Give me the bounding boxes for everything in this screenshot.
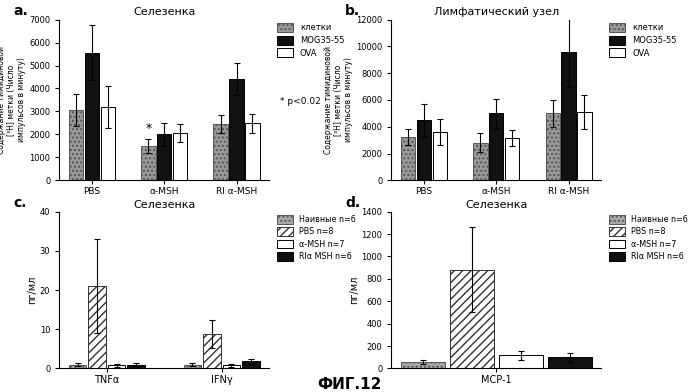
Bar — [222, 365, 240, 368]
Bar — [141, 146, 155, 180]
Bar — [69, 365, 87, 368]
Bar — [473, 143, 487, 180]
Y-axis label: Содержание тимидиновой
[³H] метки (Число
импульсов в минуту): Содержание тимидиновой [³H] метки (Число… — [0, 46, 27, 154]
Bar — [242, 361, 259, 368]
Text: b.: b. — [345, 4, 361, 18]
Text: c.: c. — [13, 196, 27, 210]
Legend: Наивные n=6, PBS n=8, α-MSH n=7, RIα MSH n=6: Наивные n=6, PBS n=8, α-MSH n=7, RIα MSH… — [605, 212, 691, 264]
Text: * p<0.02: * p<0.02 — [280, 97, 320, 106]
Title: Селезенка: Селезенка — [465, 200, 528, 209]
Bar — [127, 365, 145, 368]
Bar — [498, 355, 542, 368]
Bar — [101, 107, 115, 180]
Y-axis label: пг/мл: пг/мл — [27, 276, 37, 304]
Bar — [213, 124, 228, 180]
Bar — [433, 132, 447, 180]
Bar — [85, 53, 99, 180]
Bar — [401, 362, 445, 368]
Bar — [545, 113, 560, 180]
Bar — [577, 112, 591, 180]
Bar — [108, 365, 125, 368]
Bar — [229, 79, 244, 180]
Bar — [561, 52, 576, 180]
Bar — [245, 123, 259, 180]
Y-axis label: Содержание тимидиновой
[³H] метки (Число
импульсов в минуту): Содержание тимидиновой [³H] метки (Число… — [324, 46, 354, 154]
Legend: клетки, MOG35-55, OVA: клетки, MOG35-55, OVA — [273, 20, 348, 61]
Bar — [184, 365, 201, 368]
Title: Селезенка: Селезенка — [133, 7, 196, 17]
Bar — [157, 134, 171, 180]
Bar — [450, 270, 494, 368]
Bar — [489, 113, 503, 180]
Legend: Наивные n=6, PBS n=8, α-MSH n=7, RIα MSH n=6: Наивные n=6, PBS n=8, α-MSH n=7, RIα MSH… — [273, 212, 359, 264]
Bar — [89, 286, 106, 368]
Bar — [173, 133, 187, 180]
Bar — [547, 357, 591, 368]
Text: d.: d. — [345, 196, 361, 210]
Legend: клетки, MOG35-55, OVA: клетки, MOG35-55, OVA — [605, 20, 680, 61]
Bar — [417, 120, 431, 180]
Bar — [203, 334, 221, 368]
Y-axis label: пг/мл: пг/мл — [349, 276, 359, 304]
Bar — [69, 110, 83, 180]
Title: Селезенка: Селезенка — [133, 200, 196, 209]
Text: a.: a. — [13, 4, 28, 18]
Text: ФИГ.12: ФИГ.12 — [317, 377, 382, 392]
Title: Лимфатический узел: Лимфатический узел — [433, 7, 559, 17]
Bar — [505, 138, 519, 180]
Bar — [401, 138, 415, 180]
Text: *: * — [145, 122, 152, 135]
